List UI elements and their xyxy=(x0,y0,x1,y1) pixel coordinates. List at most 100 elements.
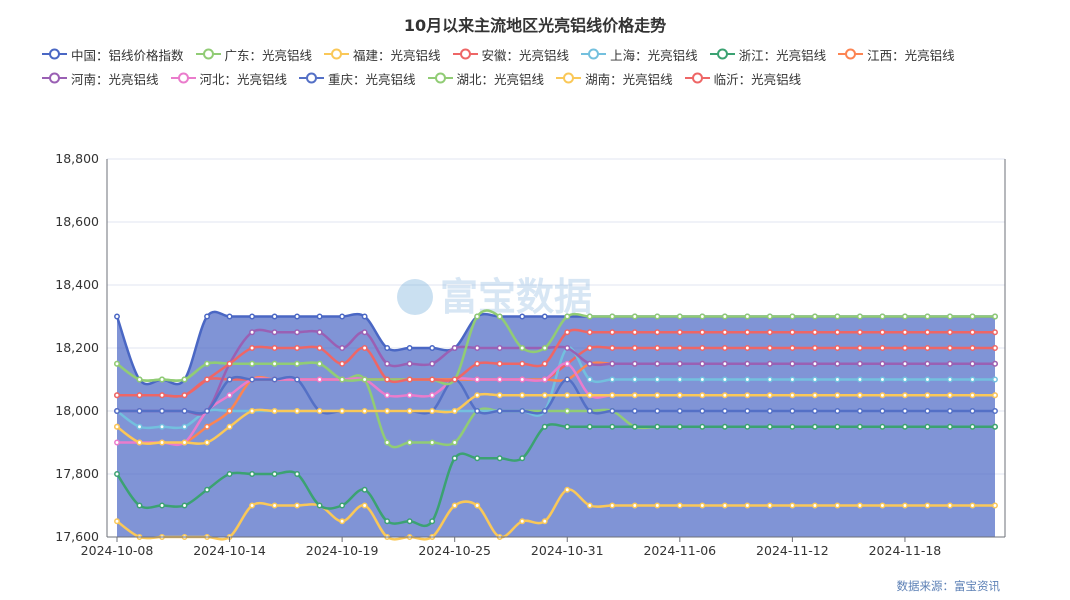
series-point-3 xyxy=(654,345,661,351)
legend-label: 安徽：光亮铝线 xyxy=(481,47,570,63)
series-point-0 xyxy=(114,313,120,320)
series-line-12 xyxy=(116,328,995,398)
legend-swatch-icon xyxy=(42,48,67,60)
series-point-5 xyxy=(316,502,323,509)
series-point-2 xyxy=(631,502,638,509)
legend-item-12[interactable]: 临沂：光亮铝线 xyxy=(684,69,801,88)
series-point-5 xyxy=(451,455,458,462)
series-lines xyxy=(114,309,998,541)
series-line-5 xyxy=(115,423,995,528)
legend-item-6[interactable]: 江西：光亮铝线 xyxy=(838,45,955,64)
legend-item-2[interactable]: 福建：光亮铝线 xyxy=(324,45,441,64)
series-point-10 xyxy=(541,345,548,351)
series-point-11 xyxy=(361,408,368,414)
series-point-12 xyxy=(406,376,413,383)
series-point-7 xyxy=(451,345,458,351)
series-point-7 xyxy=(834,360,841,367)
series-point-9 xyxy=(249,376,256,383)
series-point-5 xyxy=(699,423,706,430)
series-point-7 xyxy=(766,360,773,367)
series-point-7 xyxy=(294,329,301,336)
legend-item-5[interactable]: 浙江：光亮铝线 xyxy=(709,45,827,64)
series-point-2 xyxy=(361,502,368,509)
series-point-5 xyxy=(384,518,391,525)
series-point-11 xyxy=(609,392,616,399)
series-point-9 xyxy=(992,408,998,414)
series-point-11 xyxy=(676,392,683,399)
series-point-0 xyxy=(429,345,436,351)
series-point-7 xyxy=(924,360,931,367)
legend-item-9[interactable]: 重庆：光亮铝线 xyxy=(299,69,416,88)
legend-item-8[interactable]: 河北：光亮铝线 xyxy=(170,69,287,88)
series-point-2 xyxy=(811,502,818,509)
series-point-11 xyxy=(992,392,998,399)
series-point-11 xyxy=(496,392,503,399)
series-point-3 xyxy=(766,345,773,351)
series-point-12 xyxy=(181,392,188,399)
y-tick-label: 18,400 xyxy=(55,277,99,292)
series-point-2 xyxy=(609,502,616,509)
series-point-12 xyxy=(631,329,638,336)
series-point-10 xyxy=(992,313,998,320)
legend-item-0[interactable]: 中国：铝线价格指数 xyxy=(42,45,184,64)
series-point-8 xyxy=(474,376,481,383)
series-point-12 xyxy=(114,392,120,399)
series-point-1 xyxy=(451,439,458,446)
series-point-10 xyxy=(901,313,908,320)
series-point-0 xyxy=(519,313,526,320)
series-point-11 xyxy=(969,392,976,399)
series-point-12 xyxy=(361,345,368,351)
series-point-10 xyxy=(947,313,953,320)
series-point-2 xyxy=(856,502,863,509)
series-point-4 xyxy=(631,376,638,383)
series-point-9 xyxy=(564,376,571,383)
series-point-12 xyxy=(429,376,436,383)
series-point-3 xyxy=(721,345,728,351)
series-point-2 xyxy=(586,502,593,509)
series-point-2 xyxy=(294,502,301,509)
series-point-12 xyxy=(249,345,256,351)
series-point-10 xyxy=(474,313,481,320)
legend-item-4[interactable]: 上海：光亮铝线 xyxy=(581,45,698,64)
series-point-11 xyxy=(204,439,211,446)
legend-item-10[interactable]: 湖北：光亮铝线 xyxy=(427,69,544,88)
series-point-4 xyxy=(901,376,908,383)
series-point-3 xyxy=(856,345,863,351)
legend-swatch-icon xyxy=(427,72,453,84)
series-point-5 xyxy=(924,423,931,430)
legend: 中国：铝线价格指数 广东：光亮铝线 福建：光亮铝线 安徽：光亮铝线 上海：光亮铝… xyxy=(42,42,1042,90)
legend-item-1[interactable]: 广东：光亮铝线 xyxy=(195,45,312,64)
series-point-9 xyxy=(294,376,301,383)
legend-item-7[interactable]: 河南：光亮铝线 xyxy=(42,69,159,88)
series-point-0 xyxy=(406,345,413,351)
series-point-10 xyxy=(609,313,616,320)
series-point-5 xyxy=(541,423,548,430)
series-point-12 xyxy=(969,329,976,336)
series-point-2 xyxy=(451,502,458,509)
series-point-9 xyxy=(654,408,661,414)
series-point-4 xyxy=(609,376,616,383)
x-tick-label: 2024-11-12 xyxy=(756,543,829,558)
series-point-7 xyxy=(947,360,953,367)
series-point-10 xyxy=(339,376,346,383)
legend-label: 浙江：光亮铝线 xyxy=(738,47,827,63)
series-point-5 xyxy=(856,423,863,430)
series-point-2 xyxy=(474,502,481,509)
series-point-8 xyxy=(564,360,571,367)
series-point-5 xyxy=(609,423,616,430)
series-point-9 xyxy=(699,408,706,414)
series-point-7 xyxy=(474,345,481,351)
series-point-9 xyxy=(969,408,976,414)
series-point-2 xyxy=(947,502,953,509)
series-point-11 xyxy=(564,392,571,399)
series-point-10 xyxy=(699,313,706,320)
legend-item-3[interactable]: 安徽：光亮铝线 xyxy=(452,45,570,64)
series-point-11 xyxy=(519,392,526,399)
series-line-2 xyxy=(116,488,995,541)
series-point-12 xyxy=(226,360,233,367)
legend-item-11[interactable]: 湖南：光亮铝线 xyxy=(556,69,673,88)
legend-label: 重庆：光亮铝线 xyxy=(328,71,416,87)
legend-swatch-icon xyxy=(838,48,864,60)
legend-label: 上海：光亮铝线 xyxy=(610,47,698,63)
series-point-11 xyxy=(181,439,188,446)
